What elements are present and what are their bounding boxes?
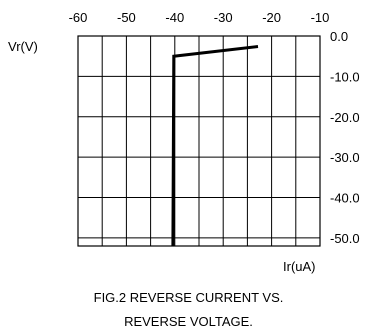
grid bbox=[78, 36, 320, 246]
y-tick-label: -40.0 bbox=[330, 191, 360, 206]
x-tick-label: -10 bbox=[311, 10, 330, 25]
y-tick-labels: 0.0 -10.0 -20.0 -30.0 -40.0 -50.0 bbox=[330, 29, 360, 246]
y-tick-label: -50.0 bbox=[330, 231, 360, 246]
y-tick-label: -10.0 bbox=[330, 69, 360, 84]
x-tick-labels: -60 -50 -40 -30 -20 -10 bbox=[69, 10, 330, 25]
figure-caption-line-1: FIG.2 REVERSE CURRENT VS. bbox=[93, 290, 284, 305]
figure-caption-line-2: REVERSE VOLTAGE. bbox=[124, 314, 253, 329]
x-tick-label: -30 bbox=[214, 10, 233, 25]
x-tick-label: -20 bbox=[262, 10, 281, 25]
x-axis-label: Ir(uA) bbox=[283, 259, 316, 274]
y-tick-label: 0.0 bbox=[330, 29, 348, 44]
y-tick-label: -20.0 bbox=[330, 110, 360, 125]
x-tick-label: -50 bbox=[117, 10, 136, 25]
x-tick-label: -60 bbox=[69, 10, 88, 25]
plot-frame bbox=[77, 35, 321, 247]
y-tick-label: -30.0 bbox=[330, 150, 360, 165]
x-tick-label: -40 bbox=[165, 10, 184, 25]
series-group bbox=[171, 45, 259, 247]
y-axis-label: Vr(V) bbox=[8, 39, 38, 54]
series-line bbox=[171, 45, 259, 247]
